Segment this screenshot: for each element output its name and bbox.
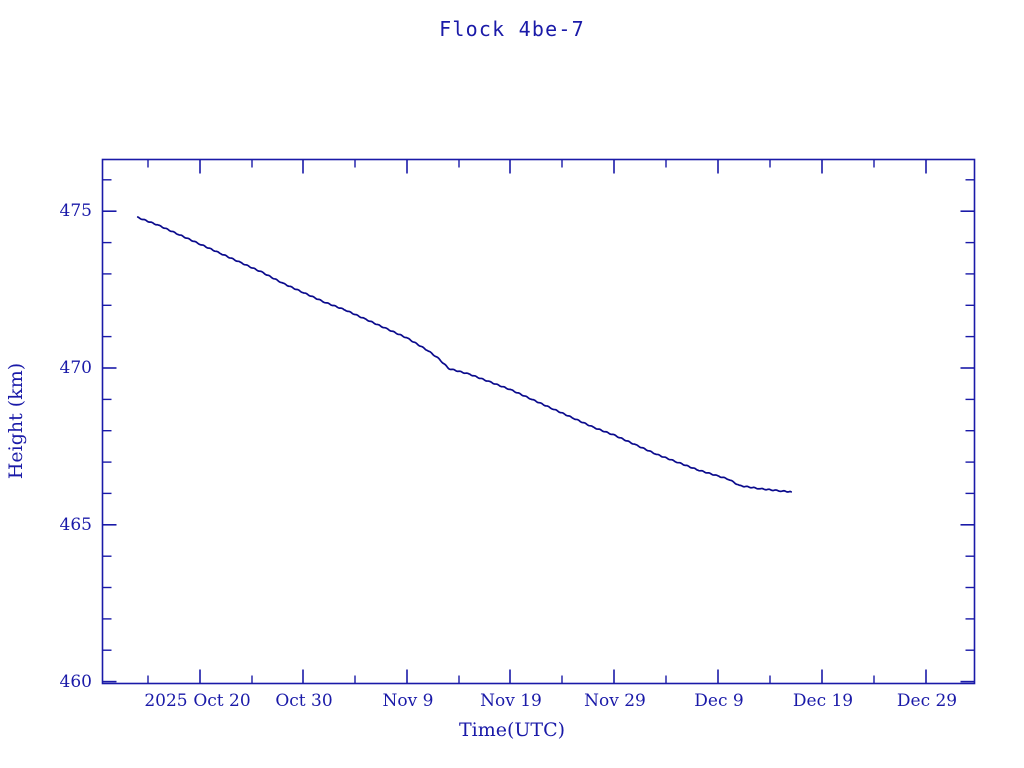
plot-frame [101, 158, 976, 685]
x-major-ticks [199, 159, 927, 684]
y-minor-ticks [102, 179, 975, 651]
x-tick-label-oct-20: Oct 20 [193, 691, 251, 711]
x-tick-label-oct-30: Oct 30 [275, 691, 333, 711]
x-tick-label-nov-19: Nov 19 [480, 691, 542, 711]
y-tick-label-465: 465 [59, 515, 92, 535]
y-axis-title: Height (km) [5, 362, 27, 480]
x-tick-label-dec-9: Dec 9 [694, 691, 744, 711]
data-series-height [136, 216, 793, 493]
x-tick-label-nov-29: Nov 29 [584, 691, 646, 711]
x-tick-label-dec-29: Dec 29 [896, 691, 958, 711]
y-major-ticks [102, 210, 975, 683]
y-tick-label-475: 475 [59, 201, 92, 221]
x-tick-label-nov-9: Nov 9 [382, 691, 434, 711]
chart-title: Flock 4be-7 [439, 17, 585, 41]
x-minor-ticks [147, 159, 875, 684]
x-axis-title: Time(UTC) [458, 719, 566, 741]
x-tick-label-dec-19: Dec 19 [792, 691, 854, 711]
y-tick-label-460: 460 [59, 672, 92, 692]
y-tick-label-470: 470 [59, 358, 92, 378]
x-tick-label-year: 2025 [144, 691, 188, 711]
